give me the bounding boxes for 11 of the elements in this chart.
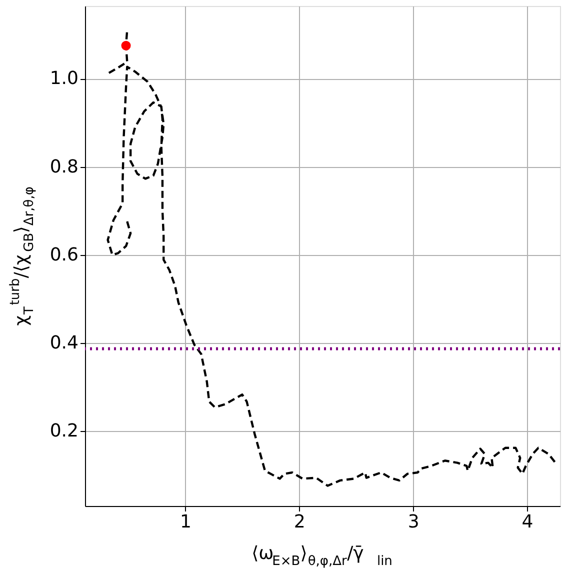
x-tick-label: 4 (522, 512, 534, 532)
y-tick-label: 0.8 (50, 156, 78, 178)
x-tick-label: 3 (408, 512, 420, 532)
x-tick-label: 1 (180, 512, 192, 532)
y-tick-label: 0.6 (50, 244, 78, 266)
line-series (106, 66, 557, 487)
y-tick-label: 0.4 (50, 332, 78, 354)
y-axis-title: χTturb/⟨χGB⟩Δr,θ,φ (8, 186, 37, 326)
x-tick-label: 2 (294, 512, 306, 532)
y-tick-label: 0.2 (50, 420, 78, 442)
y-tick-label: 1.0 (50, 68, 78, 90)
